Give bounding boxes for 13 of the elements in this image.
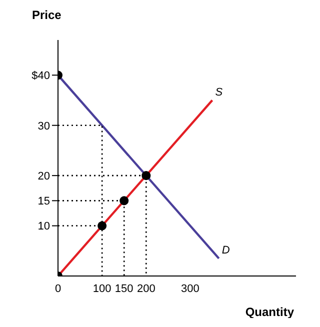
y-tick-label: 20: [38, 170, 50, 182]
x-tick-label: 300: [181, 282, 200, 295]
series-label: S: [215, 86, 224, 98]
x-tick-label: 100: [92, 282, 112, 295]
y-tick-label: 15: [38, 196, 50, 208]
x-tick-label: 200: [136, 282, 156, 295]
x-tick-label: 0: [54, 282, 62, 295]
y-tick-label: $40: [32, 70, 50, 82]
y-tick-label: 10: [38, 220, 50, 233]
y-tick-label: 30: [38, 120, 50, 132]
x-tick-label: 150: [114, 282, 134, 295]
y-axis-title: Price: [32, 8, 62, 22]
series-label: D: [222, 244, 230, 256]
